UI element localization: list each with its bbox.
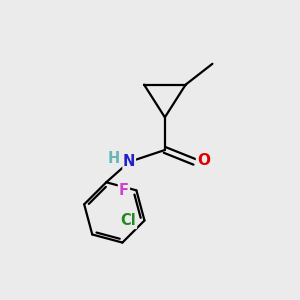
Text: H: H bbox=[108, 152, 120, 166]
Text: Cl: Cl bbox=[120, 213, 136, 228]
Text: N: N bbox=[123, 154, 135, 169]
Text: O: O bbox=[197, 153, 210, 168]
Text: F: F bbox=[119, 183, 129, 198]
